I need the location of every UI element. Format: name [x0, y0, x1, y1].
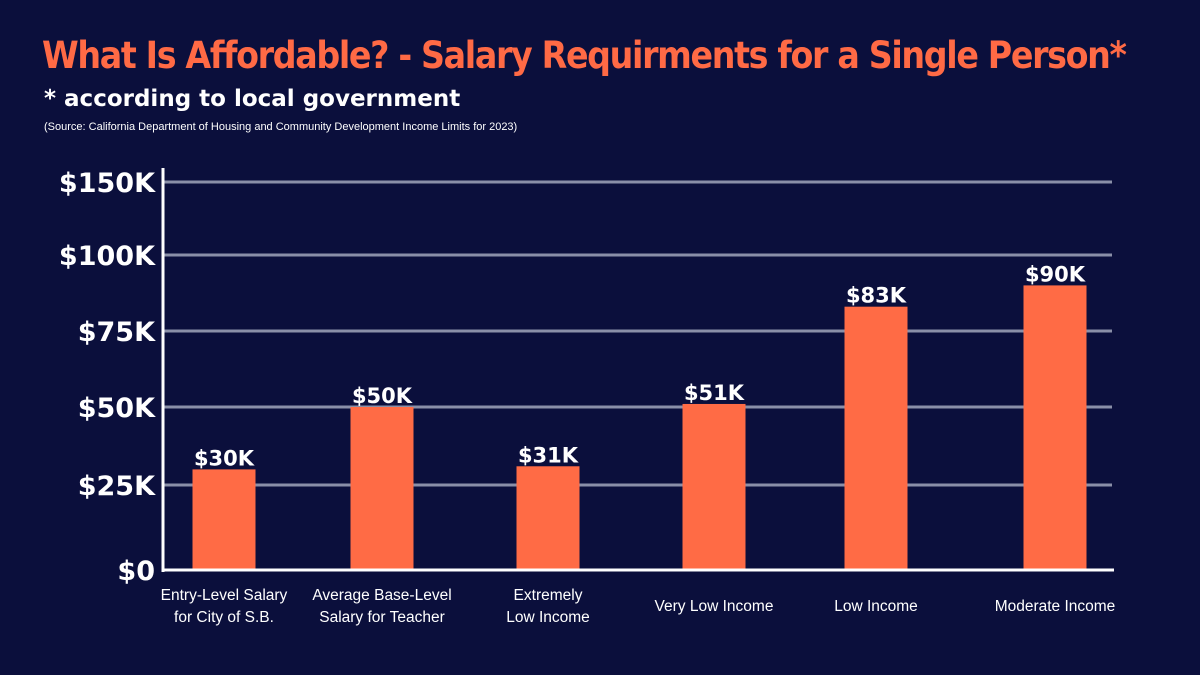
x-tick-label-line: Salary for Teacher: [319, 609, 445, 626]
data-label: $50K: [352, 384, 413, 408]
bar: [350, 407, 414, 569]
chart-subtitle: * according to local government: [44, 86, 461, 112]
data-label: $31K: [518, 443, 579, 467]
x-tick-label-line: Low Income: [506, 609, 590, 626]
x-tick-label-line: Entry-Level Salary: [161, 587, 288, 604]
bar: [682, 403, 746, 569]
bar: [844, 306, 908, 569]
y-tick-label: $150K: [59, 168, 156, 199]
y-tick-label: $0: [117, 556, 155, 587]
y-tick-label: $25K: [78, 471, 156, 502]
data-label: $83K: [846, 284, 907, 308]
data-label: $90K: [1025, 262, 1086, 286]
y-tick-label: $75K: [78, 317, 156, 348]
source-note: (Source: California Department of Housin…: [44, 121, 518, 133]
x-tick-label-line: for City of S.B.: [174, 609, 274, 626]
data-label: $51K: [684, 381, 745, 405]
x-tick-label: Low Income: [834, 598, 918, 615]
data-label: $30K: [194, 446, 255, 470]
x-tick-label-line: Low Income: [834, 598, 918, 615]
x-tick-label: Very Low Income: [655, 598, 774, 615]
bar: [1023, 285, 1087, 569]
x-tick-label: Entry-Level Salary for City of S.B.: [161, 587, 288, 626]
x-tick-label: Moderate Income: [995, 598, 1116, 615]
bar: [192, 469, 256, 569]
x-tick-label-line: Average Base-Level: [312, 587, 451, 604]
y-tick-label: $100K: [59, 241, 156, 272]
chart-title: What Is Affordable? - Salary Requirments…: [42, 34, 1127, 77]
x-tick-label: Extremely Low Income: [506, 587, 590, 626]
x-tick-label-line: Very Low Income: [655, 598, 774, 615]
bar: [516, 466, 580, 569]
x-tick-label-line: Extremely: [514, 587, 583, 604]
x-tick-label-line: Moderate Income: [995, 598, 1116, 615]
y-tick-label: $50K: [78, 393, 156, 424]
x-tick-label: Average Base-Level Salary for Teacher: [312, 587, 451, 626]
